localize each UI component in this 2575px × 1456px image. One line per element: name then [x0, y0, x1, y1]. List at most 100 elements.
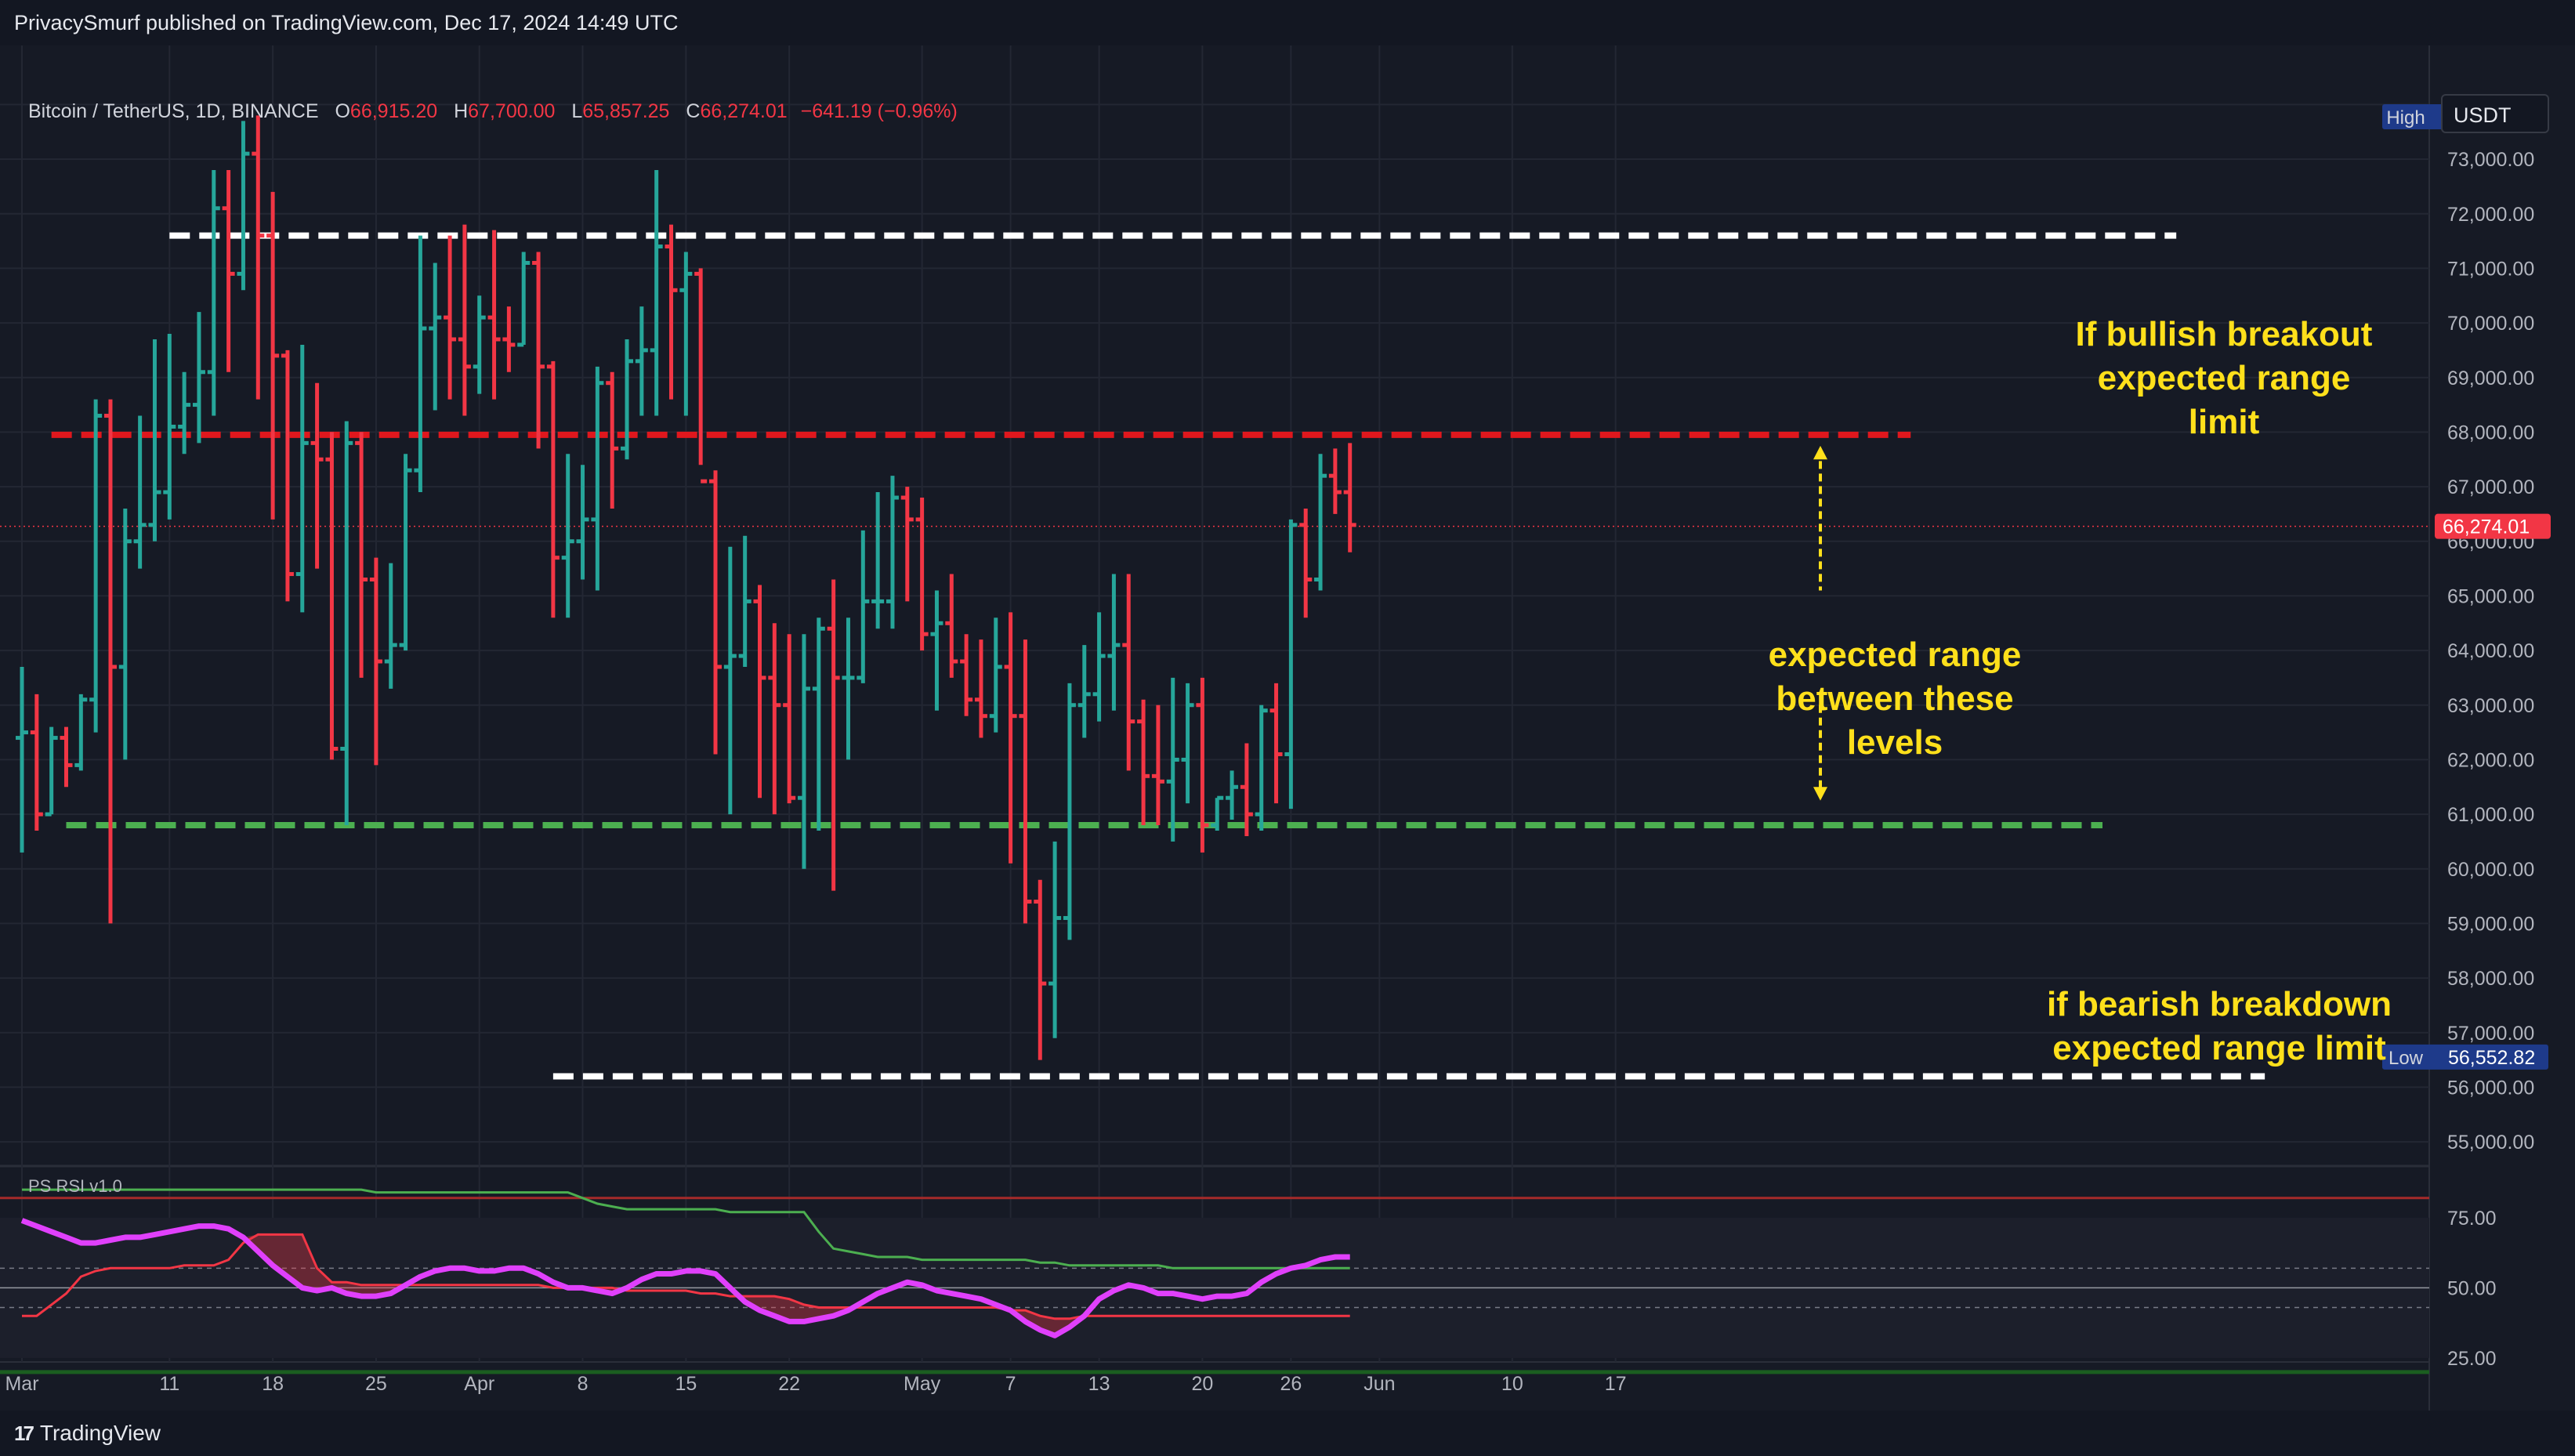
ohlc-bar	[1181, 683, 1194, 804]
ohlc-bar	[1063, 683, 1076, 940]
low-label: L	[571, 100, 583, 122]
ohlc-bar	[591, 366, 604, 591]
ohlc-bar	[502, 306, 516, 372]
ohlc-bar	[989, 618, 1002, 733]
ohlc-bar	[915, 498, 929, 651]
ohlc-bar	[1314, 454, 1327, 591]
ohlc-bar	[355, 432, 368, 678]
x-tick-label: Mar	[5, 1373, 38, 1395]
ohlc-bar	[60, 726, 73, 788]
ohlc-bar	[930, 590, 943, 711]
ohlc-bar	[517, 252, 531, 347]
ohlc-bar	[266, 191, 280, 520]
ohlc-bar	[576, 465, 589, 580]
ohlc-bar	[857, 530, 870, 683]
ohlc-bar	[207, 170, 220, 416]
x-tick-label: 22	[778, 1373, 800, 1395]
ohlc-bar	[1004, 612, 1017, 864]
ohlc-bar	[871, 492, 885, 629]
ohlc-bar	[103, 399, 117, 924]
ohlc-bar	[1196, 677, 1209, 853]
published-text: PrivacySmurf published on TradingView.co…	[14, 11, 679, 34]
ohlc-bar	[1211, 795, 1224, 831]
ohlc-bars	[16, 115, 1356, 1060]
close-label: C	[686, 100, 701, 122]
tradingview-logo-icon: 17	[14, 1421, 34, 1445]
y-tick-label: 57,000.00	[2447, 1023, 2534, 1045]
x-tick-label: May	[904, 1373, 941, 1395]
annotations: If bullish breakout expected range limit ex…	[1769, 315, 2392, 1067]
range-arrow-up-head	[1813, 445, 1827, 460]
price-chart-svg[interactable]: PS RSI v1.0 74,000.0073,000.0072,000.007…	[0, 45, 2575, 1411]
ohlc-bar	[458, 224, 471, 416]
y-tick-label: 59,000.00	[2447, 913, 2534, 935]
ohlc-bar	[369, 557, 382, 766]
ohlc-bar	[842, 618, 855, 760]
rsi-y-tick-label: 50.00	[2447, 1277, 2497, 1299]
x-tick-label: 13	[1088, 1373, 1110, 1395]
ohlc-bar	[709, 470, 723, 755]
y-tick-label: 61,000.00	[2447, 804, 2534, 826]
ohlc-bar	[694, 268, 708, 484]
symbol-legend[interactable]: Bitcoin / TetherUS, 1D, BINANCE O66,915.…	[28, 100, 958, 123]
high-label: High	[2386, 107, 2425, 129]
symbol-name: Bitcoin / TetherUS, 1D, BINANCE	[28, 100, 319, 122]
y-tick-label: 62,000.00	[2447, 749, 2534, 771]
y-tick-label: 55,000.00	[2447, 1132, 2534, 1154]
ohlc-bar	[546, 360, 560, 618]
last-price-label: 66,274.01	[2443, 516, 2530, 538]
tradingview-logo[interactable]: 17 TradingView	[14, 1418, 161, 1448]
x-tick-label: Jun	[1364, 1373, 1395, 1395]
range-arrow-down-head	[1813, 787, 1827, 801]
axes: 74,000.0073,000.0072,000.0071,000.0070,0…	[5, 94, 2551, 1395]
ohlc-bar	[679, 252, 693, 416]
high-label: H	[454, 100, 469, 122]
ohlc-bar	[827, 579, 840, 891]
ohlc-bar	[74, 694, 88, 771]
x-tick-label: 7	[1005, 1373, 1016, 1395]
ohlc-bar	[768, 623, 781, 815]
ohlc-bar	[325, 432, 339, 760]
ohlc-bar	[723, 546, 737, 815]
ohlc-bar	[1226, 770, 1239, 820]
ohlc-bar	[665, 224, 678, 400]
rsi-indicator-label: PS RSI v1.0	[28, 1176, 122, 1196]
footer-bar: 17 TradingView	[0, 1411, 2575, 1456]
ohlc-bar	[45, 726, 58, 817]
low-tag	[2382, 1044, 2548, 1070]
currency-button[interactable]: USDT	[2441, 94, 2549, 133]
rsi-line	[20, 1218, 1350, 1338]
ohlc-bar	[133, 415, 147, 569]
ohlc-bar	[738, 535, 751, 667]
rsi-y-tick-label: 75.00	[2447, 1208, 2497, 1230]
y-tick-label: 71,000.00	[2447, 258, 2534, 280]
x-tick-label: 26	[1280, 1373, 1302, 1395]
ohlc-bar	[384, 563, 397, 689]
annotation-middle-line: expected range	[1769, 636, 2022, 674]
chart-area[interactable]: PS RSI v1.0 74,000.0073,000.0072,000.007…	[0, 45, 2575, 1411]
x-tick-label: 20	[1191, 1373, 1213, 1395]
high-value: 67,700.00	[468, 100, 556, 122]
last-price-tag	[2435, 513, 2551, 539]
open-label: O	[335, 100, 350, 122]
ohlc-bar	[1077, 645, 1091, 738]
low-value: 65,857.25	[582, 100, 670, 122]
ohlc-bar	[900, 487, 914, 602]
x-tick-label: 10	[1501, 1373, 1523, 1395]
ohlc-bar	[444, 235, 457, 400]
ohlc-bar	[178, 371, 191, 455]
rsi-pane[interactable]: PS RSI v1.0	[0, 1176, 2429, 1375]
x-tick-label: 11	[159, 1373, 179, 1395]
y-tick-label: 69,000.00	[2447, 368, 2534, 389]
ohlc-bar	[16, 666, 28, 853]
y-tick-label: 63,000.00	[2447, 695, 2534, 717]
ohlc-bar	[487, 230, 501, 400]
x-tick-label: 15	[675, 1373, 697, 1395]
ohlc-bar	[606, 371, 619, 509]
ohlc-bar	[118, 508, 132, 760]
rsi-upper-band	[22, 1188, 1350, 1269]
ohlc-bar	[163, 334, 176, 520]
ohlc-bar	[885, 476, 899, 629]
ohlc-bar	[1299, 508, 1313, 618]
annotation-middle-line: between these	[1776, 679, 2013, 718]
